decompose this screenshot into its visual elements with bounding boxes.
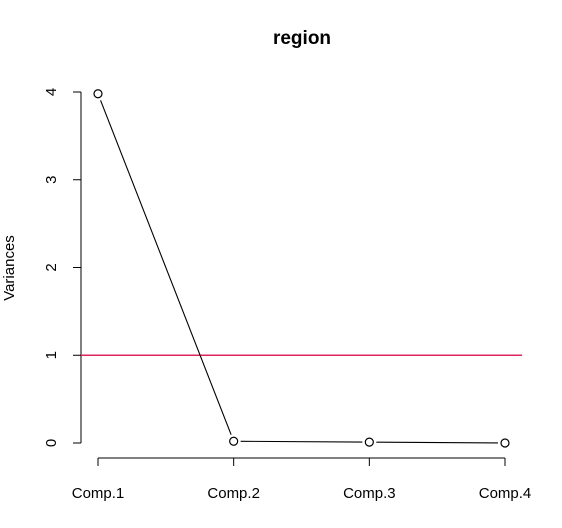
- variance-series: [93, 89, 510, 448]
- y-tick-label: 1: [43, 351, 60, 359]
- data-point: [229, 436, 239, 446]
- x-tick-label: Comp.2: [207, 485, 260, 502]
- data-point: [500, 438, 510, 448]
- y-tick-label: 0: [43, 439, 60, 447]
- y-tick-label: 3: [43, 176, 60, 184]
- y-tick-label: 4: [43, 88, 60, 96]
- series-line-segment: [376, 441, 499, 444]
- y-axis-label: Variances: [1, 235, 18, 301]
- chart-title: region: [273, 28, 331, 49]
- series-line-segment: [100, 100, 232, 435]
- data-point: [364, 437, 374, 447]
- y-tick-label: 2: [43, 263, 60, 271]
- x-tick-label: Comp.3: [343, 485, 396, 502]
- y-axis: 0 1 2 3 4: [43, 88, 82, 447]
- x-axis: Comp.1 Comp.2 Comp.3 Comp.4: [72, 457, 532, 502]
- x-tick-label: Comp.4: [479, 485, 532, 502]
- data-point: [93, 89, 103, 99]
- series-line-segment: [240, 440, 363, 443]
- x-tick-label: Comp.1: [72, 485, 125, 502]
